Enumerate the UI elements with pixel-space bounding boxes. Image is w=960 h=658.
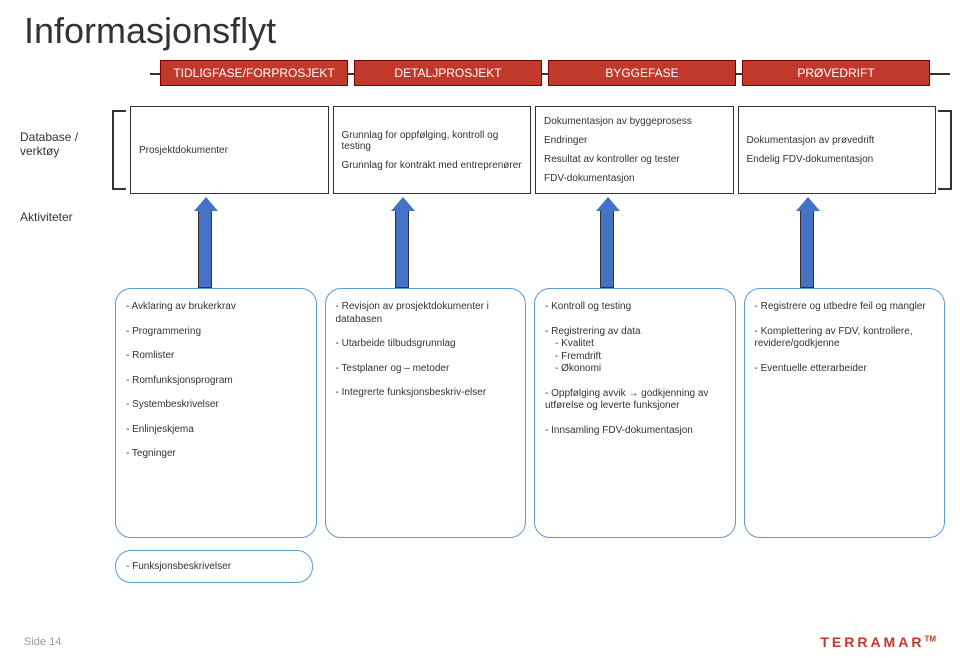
act4-item: - Registrere og utbedre feil og mangler — [755, 301, 935, 314]
page-number: Side 14 — [24, 636, 61, 648]
db-cell-3-line3: Resultat av kontroller og tester — [544, 154, 725, 165]
activity-box-4: - Registrere og utbedre feil og mangler … — [744, 288, 946, 538]
bracket-right — [938, 110, 952, 190]
phase-box-1: TIDLIGFASE/FORPROSJEKT — [160, 60, 348, 86]
db-cell-2-line1: Grunnlag for oppfølging, kontroll og tes… — [342, 130, 523, 152]
db-cell-4-line1: Dokumentasjon av prøvedrift — [747, 135, 928, 146]
act2-item: - Integrerte funksjonsbeskriv-elser — [336, 387, 516, 400]
act4-item: - Eventuelle etterarbeider — [755, 363, 935, 376]
db-cell-3-line4: FDV-dokumentasjon — [544, 173, 725, 184]
act1-item: - Romfunksjonsprogram — [126, 375, 306, 388]
act3-sub: - Fremdrift — [545, 351, 725, 364]
database-row-label: Database / verktøy — [20, 130, 110, 158]
arrow-up-1 — [198, 208, 212, 288]
brand-tm: TM — [924, 634, 936, 643]
act1-item: - Tegninger — [126, 448, 306, 461]
act3-sub: - Kvalitet — [545, 338, 725, 351]
aktiviteter-row-label: Aktiviteter — [20, 210, 73, 224]
phase-box-3: BYGGEFASE — [548, 60, 736, 86]
arrow-up-3 — [600, 208, 614, 288]
activity-box-3: - Kontroll og testing - Registrering av … — [534, 288, 736, 538]
phase-box-2: DETALJPROSJEKT — [354, 60, 542, 86]
act3-sub: - Økonomi — [545, 363, 725, 376]
act2-item: - Revisjon av prosjektdokumenter i datab… — [336, 301, 516, 326]
activity-box-1: - Avklaring av brukerkrav - Programmerin… — [115, 288, 317, 538]
db-cell-4-line2: Endelig FDV-dokumentasjon — [747, 154, 928, 165]
db-cell-2-line2: Grunnlag for kontrakt med entreprenører — [342, 160, 523, 171]
db-cell-4: Dokumentasjon av prøvedrift Endelig FDV-… — [738, 106, 937, 194]
act2-item: - Testplaner og – metoder — [336, 363, 516, 376]
db-cell-2: Grunnlag for oppfølging, kontroll og tes… — [333, 106, 532, 194]
phases-row: TIDLIGFASE/FORPROSJEKT DETALJPROSJEKT BY… — [160, 60, 930, 86]
page-title: Informasjonsflyt — [0, 0, 960, 52]
arrow-up-2 — [395, 208, 409, 288]
act3-item: - Oppfølging avvik → godkjenning av utfø… — [545, 388, 725, 413]
phase-box-4: PRØVEDRIFT — [742, 60, 930, 86]
act1-item: - Romlister — [126, 350, 306, 363]
act3-item: - Kontroll og testing — [545, 301, 725, 314]
arrow-up-4 — [800, 208, 814, 288]
db-cell-3: Dokumentasjon av byggeprosess Endringer … — [535, 106, 734, 194]
act2-item: - Utarbeide tilbudsgrunnlag — [336, 338, 516, 351]
db-cell-1: Prosjektdokumenter — [130, 106, 329, 194]
brand-text: TERRAMAR — [820, 634, 924, 650]
act1-item: - Avklaring av brukerkrav — [126, 301, 306, 314]
act1-item: - Systembeskrivelser — [126, 399, 306, 412]
act3-item-group: - Registrering av data - Kvalitet - Frem… — [545, 326, 725, 376]
brand-logo: TERRAMARTM — [820, 634, 936, 650]
db-cell-3-line1: Dokumentasjon av byggeprosess — [544, 116, 725, 127]
database-row: Prosjektdokumenter Grunnlag for oppfølgi… — [130, 106, 936, 194]
act3-item: - Innsamling FDV-dokumentasjon — [545, 425, 725, 438]
activity-box-1-extra: - Funksjonsbeskrivelser — [115, 550, 313, 583]
bracket-left — [112, 110, 126, 190]
act1-item: - Enlinjeskjema — [126, 424, 306, 437]
act3-item-head: - Registrering av data — [545, 326, 725, 339]
activities-row: - Avklaring av brukerkrav - Programmerin… — [115, 288, 945, 538]
act1-item: - Programmering — [126, 326, 306, 339]
act1-extra-item: - Funksjonsbeskrivelser — [126, 561, 302, 572]
act4-item: - Komplettering av FDV, kontrollere, rev… — [755, 326, 935, 351]
db-cell-3-line2: Endringer — [544, 135, 725, 146]
db-cell-1-line1: Prosjektdokumenter — [139, 145, 320, 156]
activity-box-2: - Revisjon av prosjektdokumenter i datab… — [325, 288, 527, 538]
